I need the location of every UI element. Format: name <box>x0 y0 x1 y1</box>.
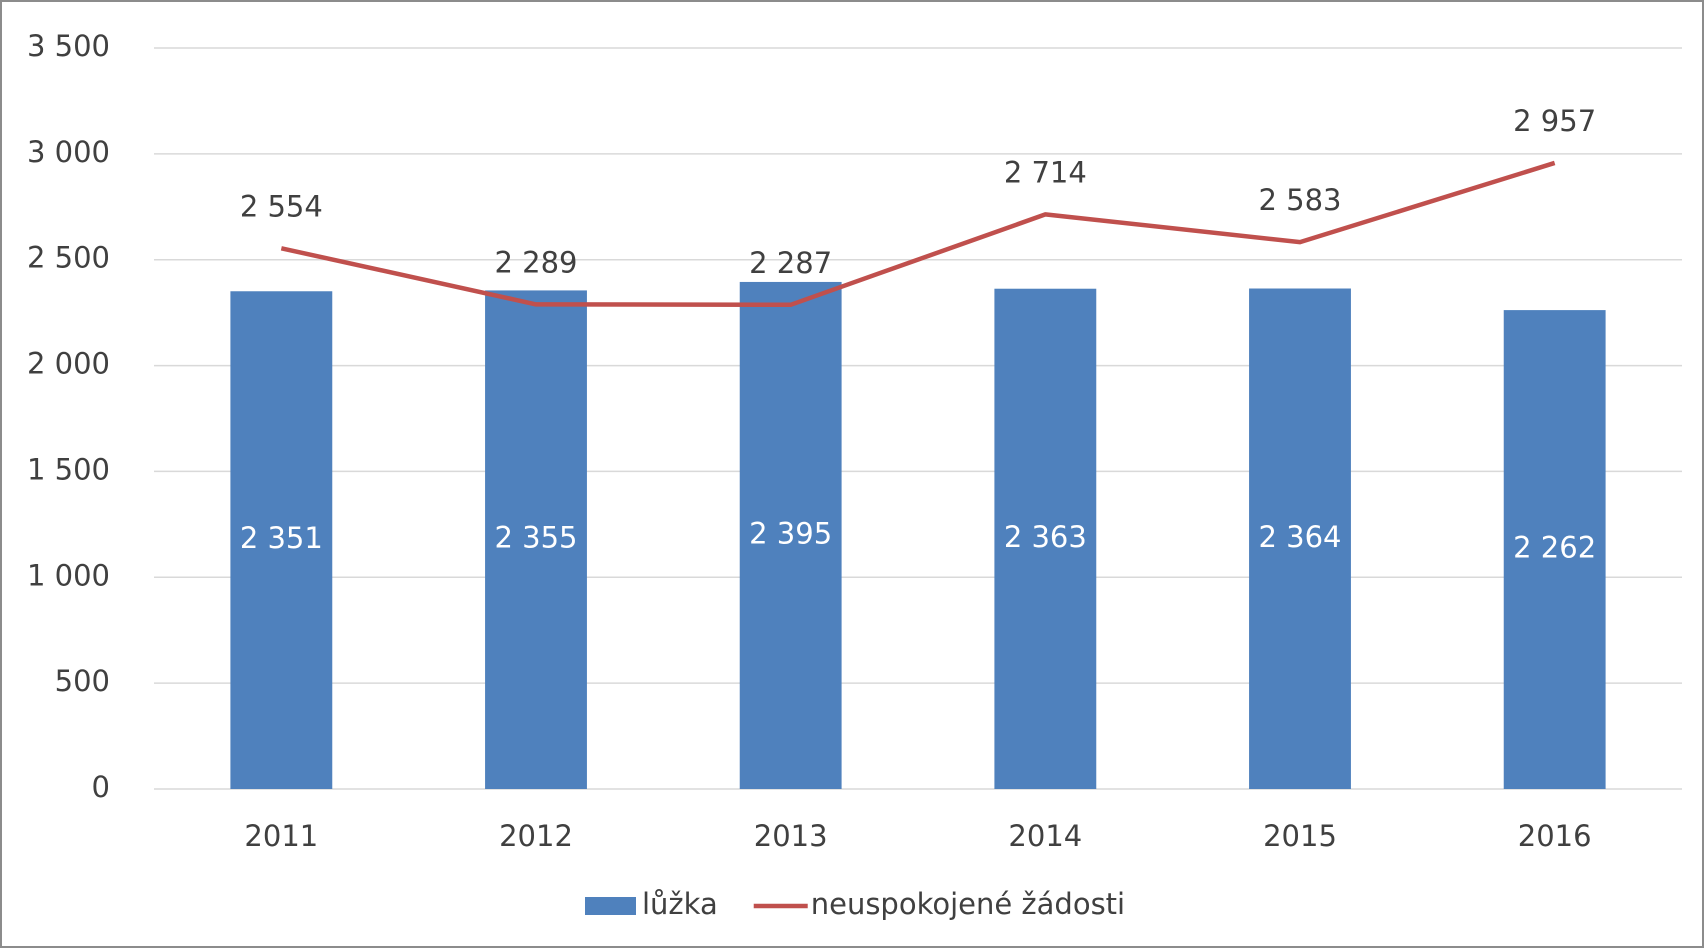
bar-value-label: 2 395 <box>749 516 832 550</box>
bar <box>1503 310 1606 789</box>
y-tick-label: 1 500 <box>27 452 110 486</box>
y-tick-label: 500 <box>55 664 110 698</box>
y-tick-label: 3 500 <box>27 29 110 63</box>
legend-label: lůžka <box>642 887 718 921</box>
bar <box>230 291 333 789</box>
x-tick-label: 2012 <box>499 819 573 853</box>
y-tick-label: 2 000 <box>27 347 110 381</box>
legend-label: neuspokojené žádosti <box>811 887 1125 921</box>
bar <box>1249 288 1351 789</box>
y-tick-label: 1 000 <box>27 558 110 592</box>
bar <box>739 281 842 789</box>
line-value-label: 2 287 <box>749 246 832 280</box>
line-value-label: 2 583 <box>1258 183 1341 217</box>
bar-value-label: 2 355 <box>494 521 577 555</box>
bar <box>485 290 587 789</box>
bar-value-label: 2 262 <box>1513 531 1596 565</box>
line-value-label: 2 957 <box>1513 104 1596 138</box>
bar-value-label: 2 351 <box>240 521 323 555</box>
y-tick-label: 0 <box>92 770 110 804</box>
line-value-label: 2 289 <box>494 245 577 279</box>
x-tick-label: 2015 <box>1263 819 1337 853</box>
x-tick-label: 2016 <box>1518 819 1592 853</box>
bar-value-label: 2 364 <box>1258 520 1341 554</box>
bar <box>994 288 1097 789</box>
line <box>280 160 1556 308</box>
legend-swatch <box>585 897 636 915</box>
x-tick-label: 2014 <box>1008 819 1082 853</box>
y-tick-label: 2 500 <box>27 241 110 275</box>
line-value-label: 2 714 <box>1004 155 1087 189</box>
y-tick-label: 3 000 <box>27 135 110 169</box>
x-tick-label: 2013 <box>754 819 828 853</box>
line-value-label: 2 554 <box>240 189 323 223</box>
x-tick-label: 2011 <box>244 819 318 853</box>
bar-value-label: 2 363 <box>1004 520 1087 554</box>
